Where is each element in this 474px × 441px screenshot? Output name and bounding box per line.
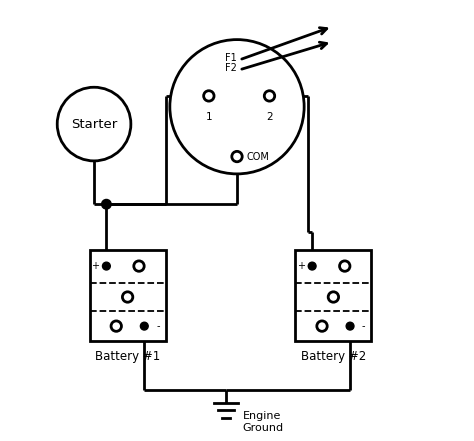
- Circle shape: [102, 262, 110, 270]
- Circle shape: [339, 261, 350, 271]
- Bar: [90, 250, 165, 341]
- Text: -: -: [362, 321, 365, 331]
- Circle shape: [264, 91, 275, 101]
- Circle shape: [346, 322, 354, 330]
- Text: Battery #2: Battery #2: [301, 350, 366, 363]
- Text: 2: 2: [266, 112, 273, 122]
- Circle shape: [122, 292, 133, 302]
- Bar: [295, 250, 371, 341]
- Text: COM: COM: [246, 153, 269, 162]
- Text: 1: 1: [206, 112, 212, 122]
- Circle shape: [101, 199, 111, 209]
- Circle shape: [140, 322, 148, 330]
- Circle shape: [111, 321, 121, 331]
- Circle shape: [57, 87, 131, 161]
- Circle shape: [308, 262, 316, 270]
- Circle shape: [317, 321, 327, 331]
- Circle shape: [328, 292, 338, 302]
- Text: F1: F1: [225, 53, 237, 63]
- Text: +: +: [297, 261, 305, 271]
- Circle shape: [170, 40, 304, 174]
- Text: Starter: Starter: [71, 118, 117, 131]
- Circle shape: [134, 261, 144, 271]
- Text: -: -: [156, 321, 160, 331]
- Circle shape: [204, 91, 214, 101]
- Circle shape: [232, 151, 242, 162]
- Text: +: +: [91, 261, 99, 271]
- Text: F2: F2: [225, 63, 237, 73]
- Text: Engine
Ground: Engine Ground: [243, 411, 284, 433]
- Text: Battery #1: Battery #1: [95, 350, 160, 363]
